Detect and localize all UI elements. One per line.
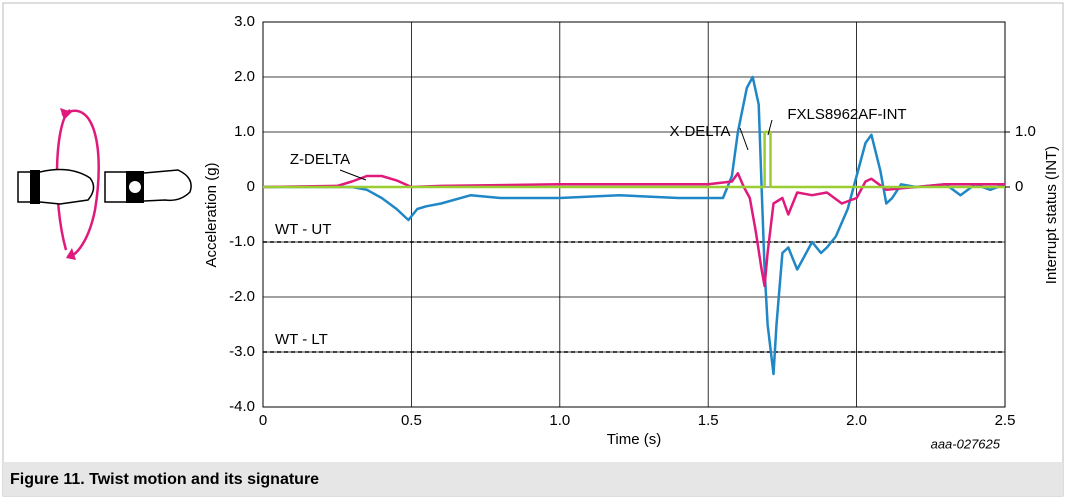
y2-tick-label: 1.0 (1015, 123, 1036, 140)
x-tick-label: 0 (259, 412, 267, 429)
y-tick-label: 0 (247, 178, 255, 195)
series-label: X-DELTA (669, 123, 730, 140)
y-tick-label: -1.0 (229, 233, 255, 250)
series-line (263, 75, 1006, 376)
callout-line (339, 169, 367, 181)
y2-tick-label: 0 (1015, 178, 1023, 195)
series-label: Z-DELTA (290, 151, 350, 168)
callout-line (739, 127, 749, 151)
y-tick-label: 3.0 (234, 13, 255, 30)
threshold-label: WT - UT (275, 221, 331, 238)
series-line (262, 172, 1005, 288)
x-tick-label: 1.5 (698, 412, 719, 429)
caption-band (3, 462, 1063, 496)
y-tick-label: 1.0 (234, 123, 255, 140)
caption: Figure 11. Twist motion and its signatur… (10, 471, 319, 488)
y-tick-label: -2.0 (229, 288, 255, 305)
x-tick-label: 0.5 (401, 412, 422, 429)
twist-illustration (17, 108, 192, 260)
y-tick-label: -3.0 (229, 343, 255, 360)
series-line (263, 130, 1005, 189)
plot-border (262, 21, 1006, 408)
x-tick-label: 1.0 (549, 412, 570, 429)
y-axis-label: Acceleration (g) (203, 162, 220, 267)
callout-line (767, 119, 773, 136)
y-tick-label: 2.0 (234, 68, 255, 85)
y-tick-label: -4.0 (229, 398, 255, 415)
x-tick-label: 2.0 (846, 412, 867, 429)
x-tick-label: 2.5 (995, 412, 1016, 429)
y2-axis-label: Interrupt status (INT) (1043, 146, 1060, 284)
threshold-label: WT - LT (275, 331, 328, 348)
figure-code: aaa-027625 (931, 436, 1001, 451)
x-axis-label: Time (s) (607, 431, 661, 448)
series-label: FXLS8962AF-INT (787, 106, 906, 123)
